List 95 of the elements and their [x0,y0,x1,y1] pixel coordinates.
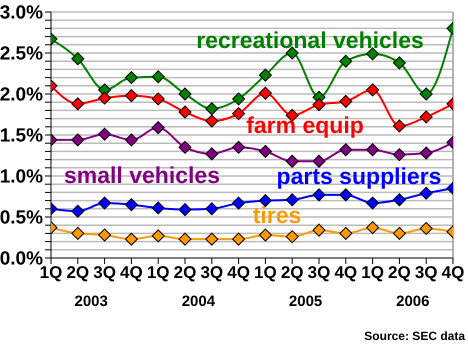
point [124,133,138,146]
point [205,114,218,128]
point [286,230,299,244]
point [205,202,218,216]
text: 2003 [74,293,108,310]
x-tick-label: 1Q [254,263,277,282]
point [258,86,272,100]
text: 2005 [288,293,322,310]
point [392,193,406,206]
point [258,228,272,242]
y-tick-label: 0.5% [0,208,44,229]
series-label: small vehicles [64,162,220,188]
point [286,193,299,206]
text: 2004 [182,293,216,310]
x-tick-label: 4Q [334,263,358,282]
point [312,154,326,168]
x-tick-label: 1Q [361,263,384,282]
point [71,226,84,240]
x-tick-label: 3Q [93,263,116,282]
point [339,94,352,108]
point [232,107,246,120]
point [178,88,192,100]
point [152,121,165,134]
point [286,154,299,168]
y-tick-label: 2.0% [0,84,44,106]
point [98,92,112,105]
point [71,52,84,66]
point [312,224,326,237]
point [205,232,218,246]
point [339,54,352,68]
point [420,110,433,124]
point [258,68,272,82]
point [366,83,380,96]
x-tick-label: 4Q [120,263,143,282]
point [366,196,380,210]
point [124,232,138,246]
point [232,232,246,246]
x-tick-label: 2Q [66,263,90,282]
point [152,229,165,242]
series-label: tires [252,202,302,228]
y-tick-label: 1.0% [0,166,44,188]
y-tick-label: 3.0% [0,2,44,24]
point [124,198,138,212]
point [392,56,406,70]
x-tick-label: 3Q [308,263,330,282]
point [178,106,192,119]
point [71,133,84,146]
point [392,226,406,240]
point [312,98,326,112]
point [339,143,352,156]
series-label: parts suppliers [276,163,442,189]
point [152,70,165,84]
point [152,201,165,214]
x-tick-label: 2Q [388,263,411,282]
point [339,188,352,202]
source-note: Source: SEC data [364,329,466,343]
x-tick-label: 2Q [174,263,196,282]
point [420,222,433,235]
y-tick-label: 1.5% [0,126,44,147]
point [366,143,380,156]
text: 2006 [396,293,430,310]
point [71,204,84,218]
point [392,148,406,162]
x-tick-label: 2Q [280,263,304,282]
point [232,140,246,154]
series-label: farm equip [246,112,364,138]
point [312,188,326,202]
point [339,226,352,240]
point [420,88,433,100]
series-label: recreational vehicles [196,27,424,53]
point [178,232,192,246]
point [420,146,433,160]
point [124,89,138,102]
point [71,97,84,110]
point [98,196,112,210]
point [152,92,165,106]
point [178,140,192,154]
point [98,128,112,141]
x-tick-label: 4Q [227,263,250,282]
x-tick-label: 3Q [414,263,438,282]
point [205,102,218,116]
point [366,221,380,234]
point [392,119,406,132]
x-tick-label: 3Q [200,263,224,282]
point [124,71,138,84]
x-tick-label: 1Q [146,263,170,282]
point [232,92,246,106]
point [258,144,272,158]
x-tick-label: 1Q [40,263,62,282]
x-tick-label: 4Q [442,263,464,282]
point [98,228,112,242]
point [178,203,192,216]
point [232,196,246,210]
y-tick-label: 2.5% [0,44,44,65]
point [205,147,218,160]
